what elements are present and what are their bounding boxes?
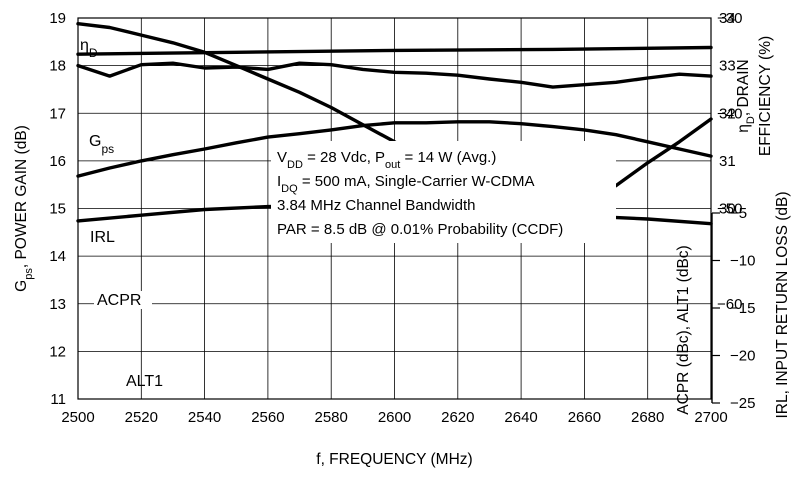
irl-tick-label: −20 [730, 348, 755, 365]
irl-tick-label: −5 [730, 205, 747, 222]
x-tick-label: 2600 [378, 409, 411, 426]
x-axis-label: f, FREQUENCY (MHz) [316, 451, 472, 468]
left-axis-label: Gps, POWER GAIN (dB) [13, 125, 35, 292]
x-tick-label: 2660 [568, 409, 601, 426]
acpr-tick-label: −30 [717, 10, 742, 27]
series-label: IRL [90, 229, 115, 246]
irl-axis-label: IRL, INPUT RETURN LOSS (dB) [774, 191, 791, 418]
acpr-axis-label: ACPR (dBc), ALT1 (dBc) [675, 245, 692, 414]
left-tick-label: 14 [49, 248, 66, 265]
irl-tick-label: −10 [730, 253, 755, 270]
irl-tick-label: −15 [730, 300, 755, 317]
left-tick-label: 16 [49, 153, 66, 170]
series-label: ALT1 [126, 373, 163, 390]
left-tick-label: 17 [49, 105, 66, 122]
eff-axis-label-line2: EFFICIENCY (%) [757, 36, 774, 156]
irl-tick-label: −25 [730, 395, 755, 412]
eff-tick-label: 31 [719, 153, 736, 170]
eff-tick-label: 33 [719, 58, 736, 75]
left-tick-label: 12 [49, 343, 66, 360]
x-tick-label: 2500 [61, 409, 94, 426]
x-tick-label: 2520 [125, 409, 158, 426]
x-tick-label: 2640 [504, 409, 537, 426]
left-tick-label: 19 [49, 10, 66, 27]
annotation-line: 3.84 MHz Channel Bandwidth [277, 197, 475, 214]
x-tick-label: 2580 [315, 409, 348, 426]
left-tick-label: 11 [50, 391, 66, 408]
x-tick-label: 2700 [694, 409, 727, 426]
x-tick-label: 2560 [251, 409, 284, 426]
left-tick-label: 15 [49, 201, 66, 218]
irl-axis-label-group: IRL, INPUT RETURN LOSS (dB) [774, 191, 791, 418]
series-label: Gps [89, 133, 114, 156]
acpr-tick-label: −40 [717, 105, 742, 122]
eff-axis-label-group: ηD, DRAIN EFFICIENCY (%) [735, 36, 774, 156]
x-tick-label: 2620 [441, 409, 474, 426]
left-axis-label-group: Gps, POWER GAIN (dB) [13, 125, 35, 292]
series-label: ACPR [97, 292, 141, 309]
left-tick-label: 18 [49, 58, 66, 75]
x-tick-label: 2680 [631, 409, 664, 426]
series-label: ηD [80, 37, 98, 60]
annotation-line: PAR = 8.5 dB @ 0.01% Probability (CCDF) [277, 221, 563, 238]
left-tick-label: 13 [49, 296, 66, 313]
acpr-axis-label-group: ACPR (dBc), ALT1 (dBc) [675, 245, 692, 414]
x-tick-label: 2540 [188, 409, 221, 426]
